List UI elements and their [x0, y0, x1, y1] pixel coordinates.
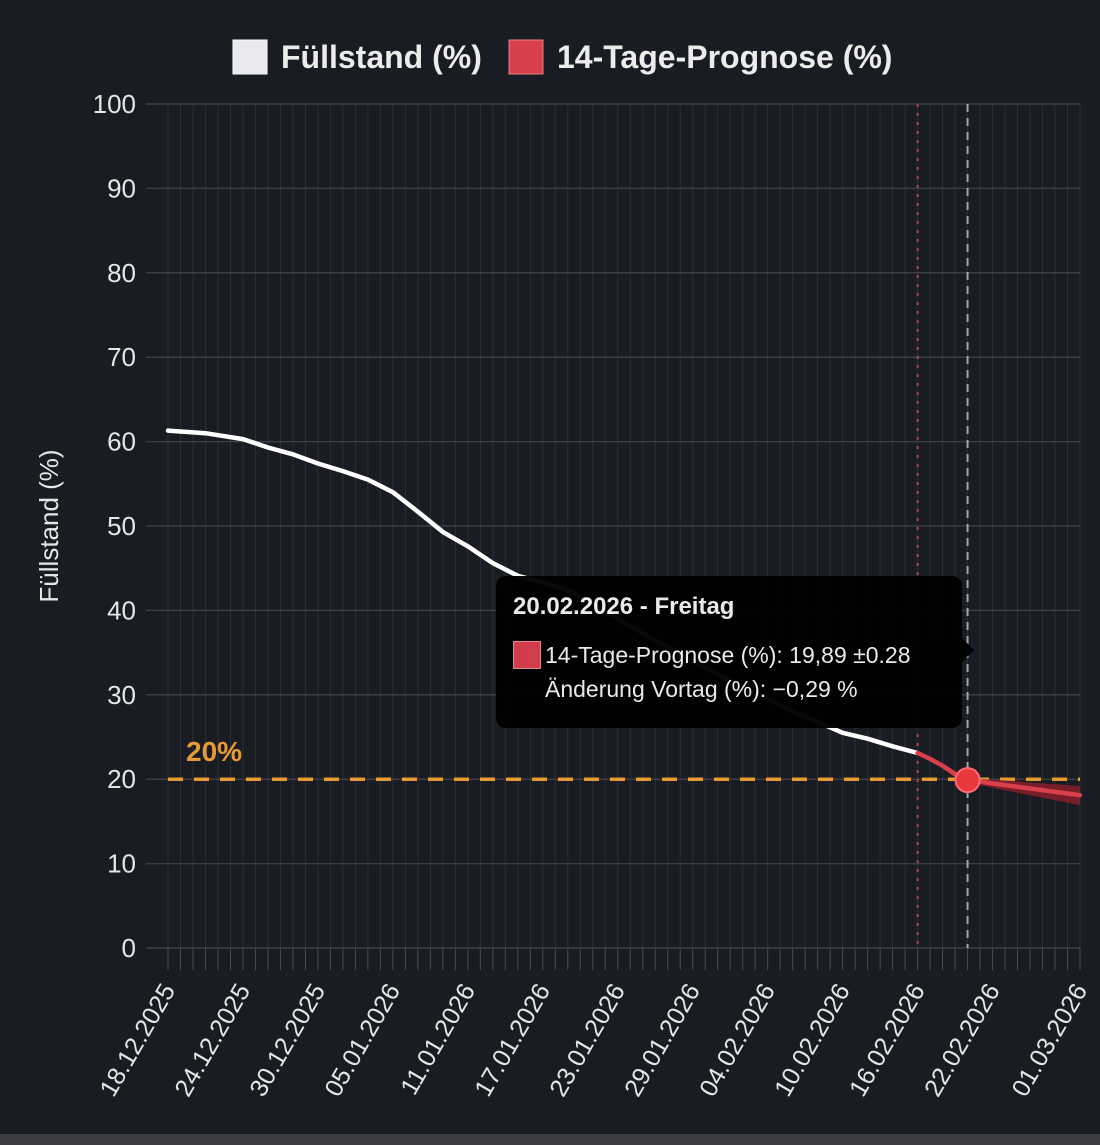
x-tick-label: 24.12.2025	[169, 979, 256, 1101]
x-tick-label: 17.01.2026	[469, 979, 556, 1101]
legend: Füllstand (%) 14-Tage-Prognose (%)	[232, 39, 892, 75]
y-tick-label: 100	[93, 89, 136, 119]
legend-label-fuellstand[interactable]: Füllstand (%)	[281, 39, 482, 75]
x-tick-label: 01.03.2026	[1006, 979, 1093, 1101]
y-tick-label: 80	[107, 258, 136, 288]
legend-label-prognose[interactable]: 14-Tage-Prognose (%)	[557, 39, 892, 75]
tooltip-caret	[962, 638, 974, 662]
y-tick-label: 40	[107, 595, 136, 625]
minor-grid	[167, 104, 1081, 970]
forecast-confidence-band	[917, 753, 1080, 806]
tooltip: 20.02.2026 - Freitag 14-Tage-Prognose (%…	[496, 576, 974, 728]
x-tick-label: 29.01.2026	[619, 979, 706, 1101]
x-tick-label: 22.02.2026	[919, 979, 1006, 1101]
y-tick-label: 90	[107, 173, 136, 203]
y-tick-label: 60	[107, 427, 136, 457]
x-tick-label: 05.01.2026	[319, 979, 406, 1101]
annotations: 20%	[168, 104, 1080, 948]
y-tick-label: 70	[107, 342, 136, 372]
tooltip-forecast-text: 14-Tage-Prognose (%): 19,89 ±0.28	[545, 642, 911, 668]
y-tick-label: 10	[107, 849, 136, 879]
y-axis-label: Füllstand (%)	[34, 449, 64, 602]
legend-swatch-prognose[interactable]	[508, 39, 544, 75]
bottom-strip	[0, 1134, 1100, 1145]
x-axis-ticks: 18.12.202524.12.202530.12.202505.01.2026…	[94, 979, 1093, 1101]
x-tick-label: 30.12.2025	[244, 979, 331, 1101]
y-tick-label: 20	[107, 764, 136, 794]
x-tick-label: 11.01.2026	[395, 979, 481, 1100]
major-grid	[146, 103, 1080, 949]
x-tick-label: 16.02.2026	[844, 979, 931, 1101]
tooltip-title: 20.02.2026 - Freitag	[513, 593, 735, 620]
y-tick-label: 30	[107, 680, 136, 710]
y-tick-label: 50	[107, 511, 136, 541]
x-tick-label: 04.02.2026	[694, 979, 781, 1101]
tooltip-row-change: Änderung Vortag (%): −0,29 %	[513, 672, 945, 706]
x-tick-label: 10.02.2026	[769, 979, 856, 1101]
legend-swatch-fuellstand[interactable]	[232, 39, 268, 75]
x-tick-label: 23.01.2026	[544, 979, 631, 1101]
tooltip-change-text: Änderung Vortag (%): −0,29 %	[545, 676, 858, 702]
threshold-label: 20%	[186, 736, 242, 767]
series-line-prognose	[915, 750, 1083, 798]
y-axis-ticks: 0 10 20 30 40 50 60 70 80 90 100	[93, 89, 136, 963]
x-tick-label: 18.12.2025	[94, 979, 181, 1101]
y-tick-label: 0	[122, 933, 136, 963]
tooltip-swatch	[513, 641, 541, 669]
hover-marker	[954, 767, 981, 794]
tooltip-row-forecast: 14-Tage-Prognose (%): 19,89 ±0.28	[513, 638, 945, 672]
